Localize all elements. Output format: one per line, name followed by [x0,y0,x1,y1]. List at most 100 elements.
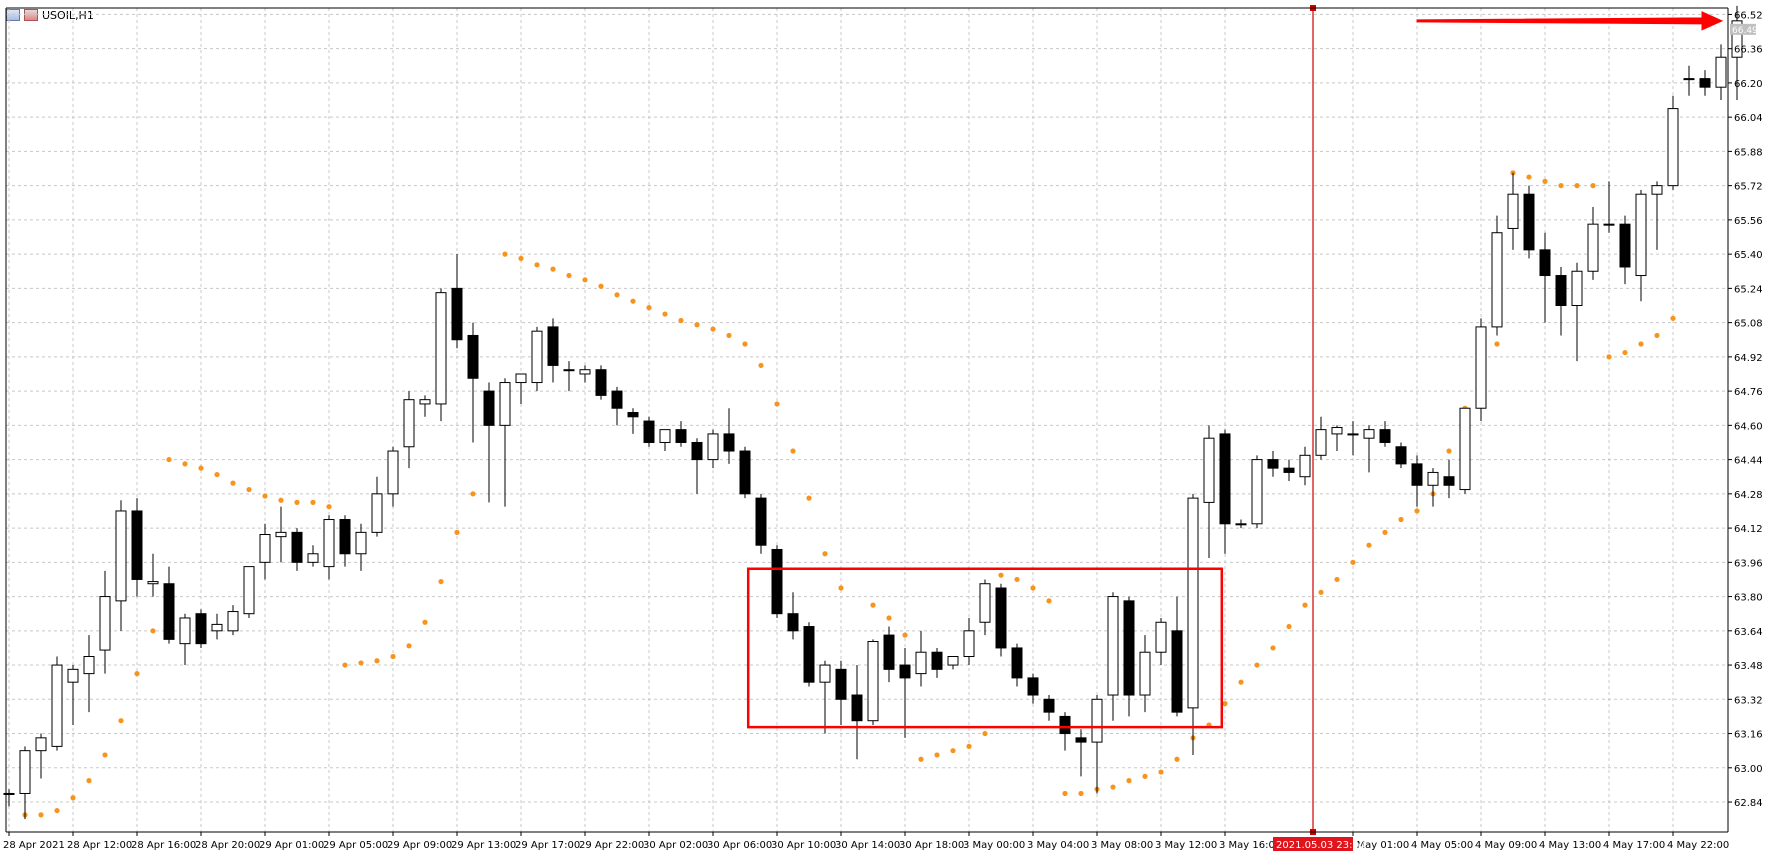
psar-dot [1174,756,1180,762]
psar-dot [1318,589,1324,595]
candle [1091,695,1103,794]
candle-body-up [179,617,191,645]
psar-dot [1350,559,1356,565]
price-tick-label: 66.52 [1734,10,1763,21]
candle-body-up [387,450,399,495]
price-tick-label: 63.48 [1734,661,1763,672]
candle [1427,468,1439,507]
candle [259,523,271,580]
candle-body-down [1699,78,1711,88]
candle [371,476,383,537]
price-tick-label: 63.80 [1734,593,1763,604]
psar-dot [342,662,348,668]
candle [67,665,79,725]
psar-dot [182,461,188,467]
candle [1491,215,1503,336]
candle [1219,429,1231,554]
price-tick-label: 63.00 [1734,764,1763,775]
candle [1683,65,1695,96]
time-tick-label: 4 May 13:00 [1539,840,1601,851]
psar-dot [838,585,844,591]
candle [1667,95,1679,190]
psar-dot [278,497,284,503]
time-tick-label: 28 Apr 20:00 [195,840,260,851]
candle [99,570,111,674]
psar-dot [502,251,508,257]
candle [547,318,559,383]
psar-dot [1158,769,1164,775]
psar-dot [726,332,732,339]
candle-body-down [675,429,687,443]
chart-window-icon-2[interactable] [24,9,38,21]
candle [1571,262,1583,362]
candle-body-down [787,613,799,632]
trend-arrow [1416,11,1724,31]
candle-body-down [1523,193,1535,251]
psar-dot [614,292,620,298]
candle-body-up [819,664,831,683]
candle-body-up [1187,497,1199,709]
psar-dot [438,578,444,585]
candles [3,5,1743,820]
candle [323,515,335,580]
psar-dot [470,491,476,497]
candle [1395,442,1407,469]
candle-body-down [1395,446,1407,465]
candle-body-up [323,519,335,568]
candle [1459,407,1471,494]
candle-body-down [851,694,863,722]
time-tick-label: 29 Apr 13:00 [451,840,516,851]
psar-dot [1014,576,1020,583]
price-tick-label: 64.12 [1734,524,1763,535]
candle-body-down [195,613,207,645]
candle [819,660,831,734]
candle-body-up [19,750,31,794]
candle [275,506,287,563]
candle [755,493,767,554]
candle [675,421,687,447]
psar-dot [758,362,764,369]
candle-body-up [1507,193,1519,229]
psar-dot [1142,773,1148,779]
time-tick-label: 30 Apr 18:00 [899,840,964,851]
psar-dot [1046,598,1052,604]
candle [947,655,959,670]
psar-dot [102,752,108,758]
time-tick-label: 3 May 08:00 [1091,840,1153,851]
candle [627,408,639,434]
axes: 62.84 63.00 63.16 63.32 63.48 63.64 63.80 63.96… [3,7,1763,851]
candle [643,416,655,447]
psar-dot [1382,529,1388,535]
candle-body-up [147,581,159,585]
candle-body-up [259,534,271,563]
candle-body-down [1011,647,1023,679]
candle-body-up [307,553,319,563]
price-tick-label: 62.84 [1734,798,1763,809]
candle [419,395,431,417]
annotations[interactable] [746,5,1724,835]
candle [1539,232,1551,323]
candle [1715,44,1727,101]
candle [723,408,735,464]
candle-body-up [243,566,255,615]
psar-dot [1238,679,1244,685]
candle [1443,459,1455,499]
psar-dot [1366,542,1372,548]
psar-dot [1622,349,1628,356]
psar-dot [262,493,268,499]
candle-body-up [1315,429,1327,456]
candle-body-down [595,369,607,396]
candle [131,498,143,597]
candle-body-up [35,737,47,752]
candle [51,656,63,751]
candle [1475,318,1487,422]
psar-dot [246,486,252,493]
candle [1651,181,1663,250]
candle [147,553,159,597]
candle-body-up [403,399,415,448]
psar-dot [1494,341,1500,347]
candle-body-up [1715,56,1727,88]
candle-body-down [1411,463,1423,486]
